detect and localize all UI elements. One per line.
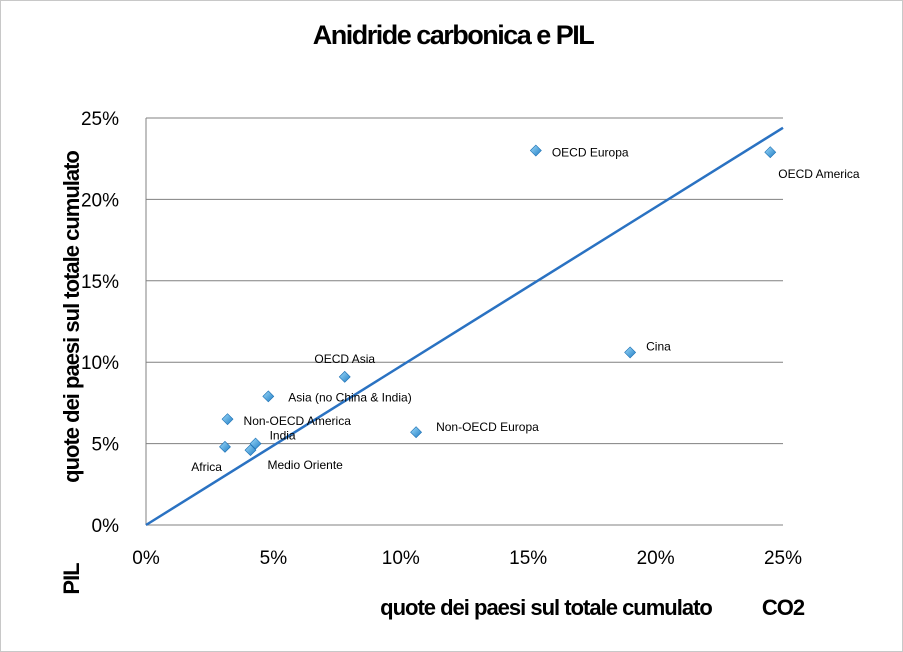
y-axis-title-suffix: PIL (59, 563, 84, 595)
trendline (145, 126, 784, 527)
axes (145, 118, 783, 526)
x-tick-label: 5% (260, 548, 288, 569)
trendline-layer (145, 126, 784, 527)
y-tick-label: 0% (92, 516, 120, 537)
x-tick-label: 20% (637, 548, 675, 569)
gridlines (146, 117, 783, 445)
point-label: OECD Europa (552, 146, 629, 160)
data-point (249, 437, 262, 450)
y-tick-labels: 0% 5% 10% 15% 20% 25% (81, 109, 119, 537)
y-axis-title: quote dei paesi sul totale cumulato (59, 151, 84, 483)
y-tick-label: 25% (81, 109, 119, 130)
data-point (338, 370, 351, 383)
point-label: Non-OECD America (244, 414, 352, 428)
x-tick-label: 10% (382, 548, 420, 569)
data-point (244, 444, 257, 457)
x-axis-title-suffix: CO2 (762, 595, 805, 620)
x-tick-labels: 0% 5% 10% 15% 20% 25% (132, 548, 802, 569)
data-point (529, 144, 542, 157)
data-points (219, 144, 777, 457)
point-label: OECD Asia (314, 352, 375, 366)
x-tick-label: 25% (764, 548, 802, 569)
point-label: OECD America (778, 167, 860, 181)
y-tick-label: 15% (81, 272, 119, 293)
data-point (219, 440, 231, 453)
data-point (764, 146, 777, 159)
y-tick-label: 5% (92, 435, 120, 456)
y-tick-label: 10% (81, 353, 119, 374)
point-label: Africa (191, 460, 222, 474)
y-tick-label: 20% (81, 190, 119, 211)
data-point (624, 346, 637, 359)
data-point (221, 413, 234, 426)
x-tick-label: 15% (509, 548, 547, 569)
data-point (410, 426, 423, 439)
chart-title: Anidride carbonica e PIL (313, 20, 595, 50)
data-point (262, 390, 275, 403)
point-label: Cina (646, 339, 671, 353)
point-label: Non-OECD Europa (436, 420, 539, 434)
point-label: Asia (no China & India) (288, 390, 411, 404)
x-axis-title: quote dei paesi sul totale cumulato (380, 595, 712, 620)
point-label: India (270, 429, 296, 443)
x-tick-label: 0% (132, 548, 160, 569)
point-label: Medio Oriente (267, 458, 343, 472)
point-labels: OECD Europa OECD America Cina OECD Asia Asia… (191, 146, 860, 474)
